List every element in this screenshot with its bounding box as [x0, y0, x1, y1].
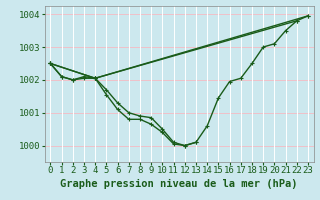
- X-axis label: Graphe pression niveau de la mer (hPa): Graphe pression niveau de la mer (hPa): [60, 179, 298, 189]
